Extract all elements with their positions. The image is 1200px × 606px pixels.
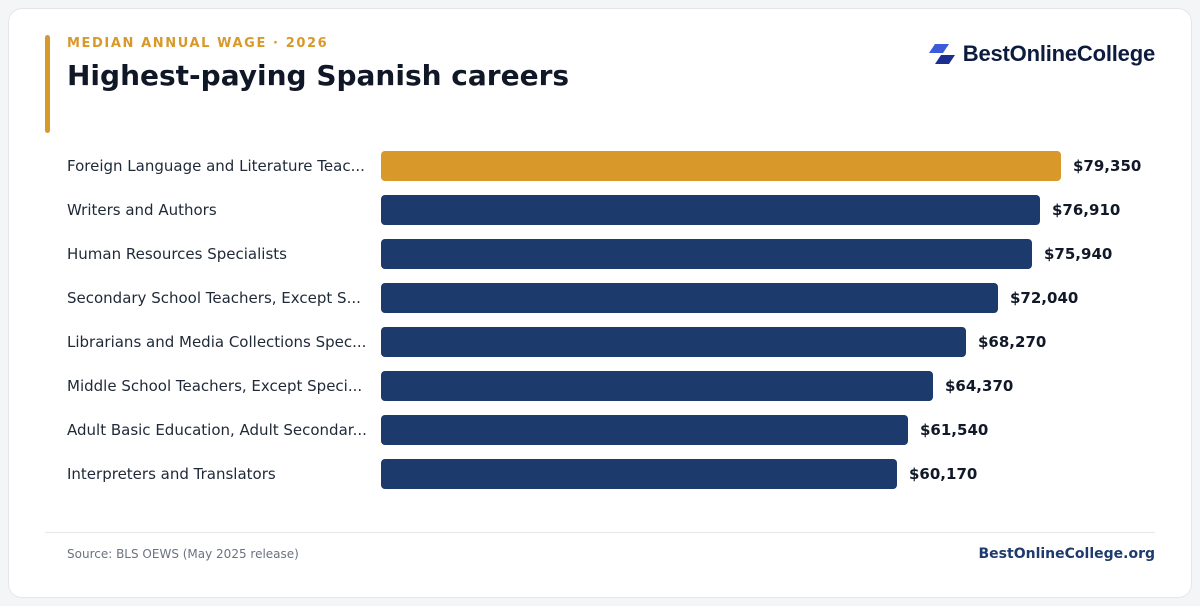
bar — [381, 327, 966, 357]
bar — [381, 459, 897, 489]
bar — [381, 151, 1061, 181]
value-label: $60,170 — [909, 465, 978, 483]
category-label: Writers and Authors — [67, 201, 217, 219]
category-label: Human Resources Specialists — [67, 245, 287, 263]
category-label: Secondary School Teachers, Except S... — [67, 289, 361, 307]
chart-card: MEDIAN ANNUAL WAGE · 2026 Highest-paying… — [8, 8, 1192, 598]
category-label: Adult Basic Education, Adult Secondar... — [67, 421, 367, 439]
value-label: $68,270 — [978, 333, 1047, 351]
bar — [381, 415, 908, 445]
category-label: Librarians and Media Collections Spec... — [67, 333, 367, 351]
logo-text: BestOnlineCollege — [962, 41, 1155, 66]
bar — [381, 283, 998, 313]
chart-title: Highest-paying Spanish careers — [67, 59, 570, 92]
value-label: $76,910 — [1052, 201, 1121, 219]
bar — [381, 371, 933, 401]
bar — [381, 239, 1032, 269]
category-label: Foreign Language and Literature Teac... — [67, 157, 365, 175]
chart-eyebrow: MEDIAN ANNUAL WAGE · 2026 — [67, 36, 329, 51]
footer-divider — [45, 532, 1155, 533]
value-label: $61,540 — [920, 421, 989, 439]
accent-bar — [45, 35, 50, 133]
category-label: Middle School Teachers, Except Speci... — [67, 377, 363, 395]
bar — [381, 195, 1040, 225]
logo-mark-icon — [928, 44, 955, 64]
brand-logo: BestOnlineCollege — [928, 41, 1155, 67]
footer-brand: BestOnlineCollege.org — [978, 546, 1155, 562]
value-label: $72,040 — [1010, 289, 1079, 307]
value-label: $75,940 — [1044, 245, 1113, 263]
category-label: Interpreters and Translators — [67, 465, 276, 483]
value-label: $64,370 — [945, 377, 1014, 395]
source-note: Source: BLS OEWS (May 2025 release) — [67, 547, 299, 561]
value-label: $79,350 — [1073, 157, 1142, 175]
